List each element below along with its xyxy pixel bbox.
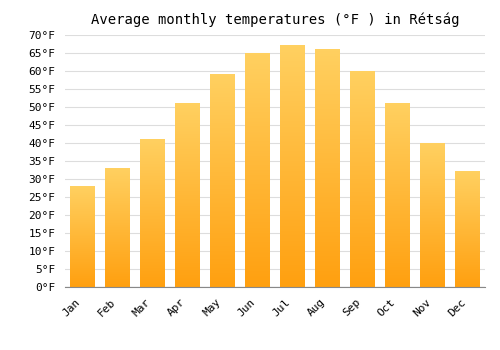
Title: Average monthly temperatures (°F ) in Rétság: Average monthly temperatures (°F ) in Ré…: [91, 12, 459, 27]
